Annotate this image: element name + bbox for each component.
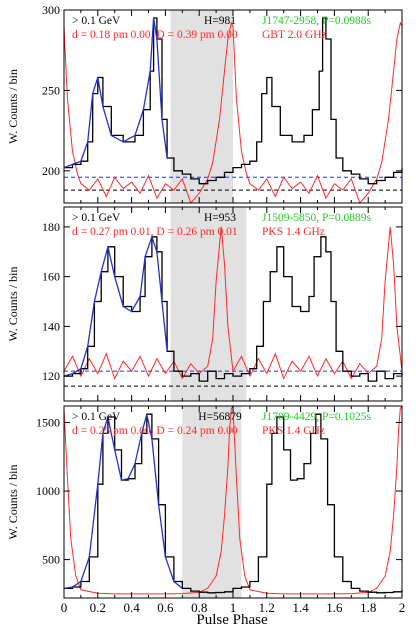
y-axis-label: W. Counts / bin: [6, 465, 20, 540]
h-test-label: H=953: [204, 212, 236, 224]
pulsar-label: J1709-4429, P=0.1025s: [262, 411, 372, 423]
y-tick-label: 180: [42, 220, 60, 234]
pulsar-label: J1509-5850, P=0.0889s: [262, 212, 372, 224]
y-tick-label: 200: [42, 164, 60, 178]
x-tick-label: 1.6: [326, 600, 343, 615]
y-tick-label: 140: [42, 319, 60, 333]
x-axis-label: Pulse Phase: [196, 612, 268, 628]
panel-1: 200 250 300 W. Counts / bin > 0.1 GeV d = 0.1…: [6, 3, 403, 204]
off-pulse-region: [182, 406, 242, 598]
y-tick-label: 120: [42, 369, 60, 383]
y-tick-label: 250: [42, 83, 60, 97]
y-tick-label: 300: [42, 3, 60, 17]
panel-2: 120 140 160 180 W. Counts / bin > 0.1 GeV d = …: [6, 206, 403, 402]
radio-label: PKS 1.4 GHz: [262, 425, 325, 437]
x-axis: 0 0.2 0.4 0.6 0.8 1 1.2 1.4 1.6 1.8 2: [61, 600, 406, 615]
h-test-label: H=56879: [198, 411, 242, 423]
x-tick-label: 0.2: [90, 600, 106, 615]
radio-profile-line: [63, 21, 403, 204]
radio-label: GBT 2.0 GHz: [262, 29, 327, 41]
x-tick-label: 1.8: [360, 600, 376, 615]
y-axis-label: W. Counts / bin: [6, 69, 20, 144]
energy-label: > 0.1 GeV: [72, 15, 121, 27]
gamma-profile-histogram: [64, 17, 403, 185]
gamma-profile-histogram: [64, 413, 403, 594]
pulsar-label: J1747-2958, P=0.0988s: [262, 15, 372, 27]
energy-label: > 0.1 GeV: [72, 212, 121, 224]
y-tick-label: 160: [42, 270, 60, 284]
energy-label: > 0.1 GeV: [72, 411, 121, 423]
y-axis-label: W. Counts / bin: [6, 267, 20, 342]
y-tick-label: 1500: [36, 415, 60, 429]
profile-fit-curve: [63, 414, 183, 590]
panels: 200 250 300 W. Counts / bin > 0.1 GeV d = 0.1…: [6, 3, 403, 599]
x-tick-label: 1.2: [259, 600, 275, 615]
x-tick-label: 2: [399, 600, 406, 615]
panel-3: 500 1000 1500 W. Counts / bin > 0.1 GeV d = 0…: [6, 404, 403, 599]
y-tick-label: 500: [42, 553, 60, 567]
radio-profile-line: [63, 226, 403, 380]
fit-parameters-label: d = 0.18 pm 0.00, D = 0.39 pm 0.00: [72, 29, 238, 41]
x-tick-label: 0.8: [191, 600, 207, 615]
x-tick-label: 0.4: [123, 600, 140, 615]
radio-label: PKS 1.4 GHz: [262, 226, 325, 238]
y-tick-label: 1000: [36, 484, 60, 498]
profile-fit-curve: [63, 234, 168, 377]
fit-parameters-label: d = 0.25 pm 0.00, D = 0.24 pm 0.00: [72, 425, 238, 437]
h-test-label: H=981: [204, 15, 236, 27]
fit-parameters-label: d = 0.27 pm 0.01, D = 0.26 pm 0.01: [72, 226, 238, 238]
profile-fit-curve: [63, 17, 168, 169]
off-pulse-region: [170, 207, 247, 401]
x-tick-label: 1: [230, 600, 237, 615]
x-tick-label: 1.4: [292, 600, 309, 615]
x-tick-label: 0: [61, 600, 68, 615]
gamma-profile-histogram: [64, 236, 403, 382]
x-tick-label: 0.6: [157, 600, 174, 615]
